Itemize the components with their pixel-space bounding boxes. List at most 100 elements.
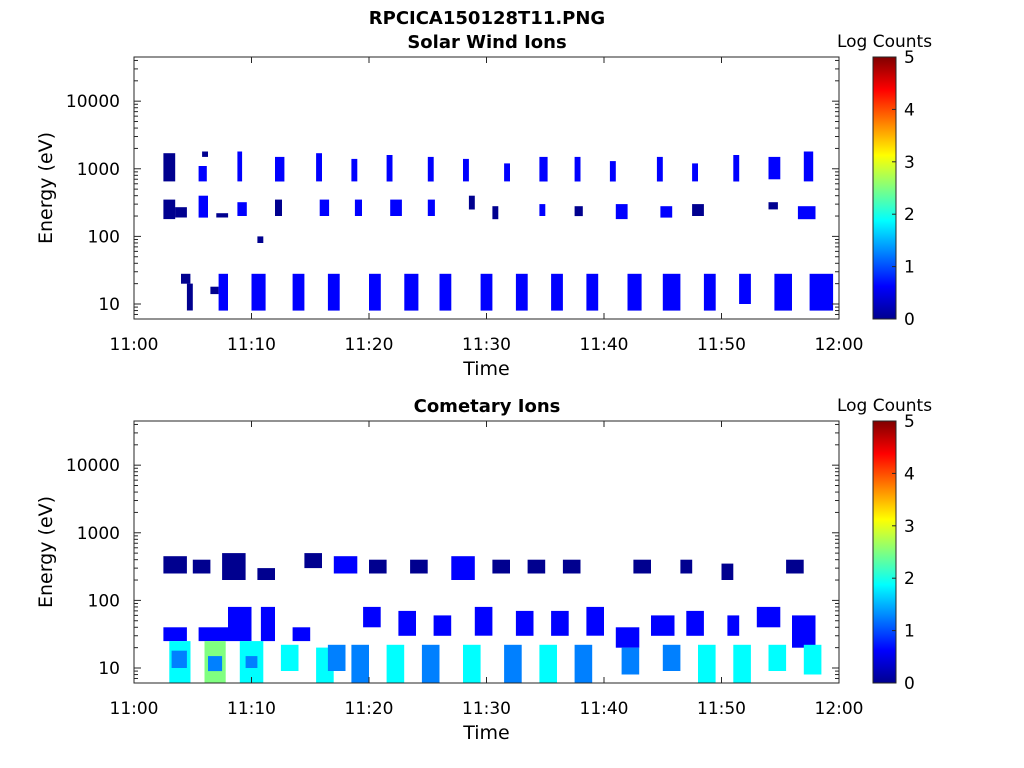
- x-tick-label: 11:50: [697, 335, 746, 355]
- panels: Solar Wind Ions 11:00 11:10 11:20 11:30 11:40…: [35, 32, 932, 744]
- y-tick-label: 10: [98, 659, 120, 679]
- heatmap-cell: [539, 644, 557, 683]
- x-tick-label: 11:40: [580, 335, 629, 355]
- heatmap-cell: [680, 559, 693, 574]
- heatmap-cell: [275, 199, 282, 216]
- heatmap-cell: [756, 606, 781, 628]
- x-tick-label: 11:20: [345, 335, 394, 355]
- heatmap-cell: [292, 273, 305, 311]
- heatmap-cell: [386, 155, 393, 182]
- heatmap-cell: [660, 206, 673, 218]
- heatmap-cell: [633, 559, 651, 574]
- heatmap-cell: [562, 559, 581, 574]
- heatmap-cell: [216, 213, 229, 218]
- colorbar-tick-label: 3: [904, 153, 915, 173]
- heatmap-cell: [163, 556, 187, 574]
- heatmap-cell: [621, 647, 640, 675]
- heatmap-cell: [774, 273, 792, 311]
- y-tick-label: 100: [88, 227, 120, 247]
- heatmap-cell: [539, 156, 548, 182]
- heatmap-cell: [198, 627, 228, 642]
- heatmap-cell: [651, 615, 675, 636]
- heatmap-cell: [175, 207, 187, 218]
- heatmap-cell: [163, 627, 187, 642]
- heatmap-cell: [163, 166, 176, 182]
- heatmap-cell: [474, 606, 493, 636]
- colorbar-tick-label: 5: [904, 412, 915, 432]
- heatmap-cell: [492, 206, 499, 220]
- heatmap-cell: [257, 236, 264, 243]
- y-tick-label: 10000: [66, 456, 120, 476]
- heatmap-cell: [202, 151, 208, 157]
- heatmap-cell: [768, 202, 778, 210]
- heatmap-cell: [316, 153, 322, 182]
- heatmap-cell: [451, 556, 475, 580]
- heatmap-cell: [228, 606, 252, 642]
- heatmap-cell: [433, 615, 452, 636]
- heatmap-cell: [574, 206, 583, 217]
- heatmap-cell: [210, 286, 219, 295]
- heatmap-cell: [733, 155, 740, 182]
- heatmap-cell: [386, 644, 405, 683]
- heatmap-cell: [218, 273, 228, 311]
- heatmap-cell: [351, 158, 358, 182]
- heatmap-cell: [410, 559, 428, 574]
- x-tick-label: 12:00: [815, 699, 864, 719]
- heatmap-cell: [427, 156, 434, 182]
- heatmap-cell: [574, 156, 581, 182]
- heatmap-cell: [686, 610, 704, 636]
- heatmap-cell: [327, 644, 346, 671]
- heatmap-cell: [208, 656, 223, 672]
- heatmap-cell: [615, 204, 628, 220]
- heatmap-cell: [171, 650, 187, 668]
- heatmap-cell: [237, 202, 247, 216]
- x-tick-label: 11:00: [110, 335, 159, 355]
- heatmap-cell: [439, 273, 452, 311]
- heatmap-cells: [163, 553, 822, 683]
- heatmap-cell: [369, 273, 381, 311]
- heatmap-cell: [421, 644, 440, 683]
- heatmap-cell: [260, 606, 275, 642]
- heatmap-cell: [351, 644, 369, 683]
- heatmap-cell: [480, 273, 493, 311]
- colorbar: [872, 56, 897, 320]
- panel-title: Cometary Ions: [414, 396, 561, 417]
- heatmap-cell: [186, 283, 193, 311]
- x-axis-label: Time: [462, 722, 510, 744]
- heatmap-cell: [527, 559, 546, 574]
- y-axis-label: Energy (eV): [35, 496, 57, 608]
- colorbar-tick-label: 1: [904, 622, 915, 642]
- colorbar-tick-label: 2: [904, 205, 915, 225]
- heatmap-cell: [198, 166, 207, 182]
- colorbar-tick-label: 4: [904, 464, 915, 484]
- heatmap-cell: [363, 606, 381, 628]
- heatmap-cell: [163, 153, 176, 166]
- heatmap-cell: [198, 195, 208, 218]
- heatmap-cell: [721, 563, 734, 580]
- colorbar-tick-label: 1: [904, 258, 915, 278]
- heatmap-cell: [504, 644, 522, 683]
- heatmap-cell: [615, 627, 640, 648]
- x-tick-label: 11:10: [227, 699, 276, 719]
- heatmap-cell: [739, 273, 751, 304]
- heatmap-cell: [539, 204, 546, 216]
- y-tick-label: 10: [98, 295, 120, 315]
- heatmap-cell: [574, 644, 593, 683]
- heatmap-cell: [786, 559, 804, 574]
- colorbar-tick-label: 0: [904, 674, 915, 694]
- heatmap-cell: [181, 273, 191, 284]
- colorbar-title: Log Counts: [837, 32, 932, 52]
- colorbar-title: Log Counts: [837, 396, 932, 416]
- figure-title: RPCICA150128T11.PNG: [369, 8, 605, 29]
- heatmap-cell: [222, 553, 246, 580]
- heatmap-cell: [492, 559, 510, 574]
- y-tick-label: 1000: [77, 524, 120, 544]
- heatmap-cell: [390, 199, 402, 216]
- heatmap-cell: [468, 195, 475, 210]
- heatmap-cell: [463, 644, 481, 683]
- colorbar-tick-label: 3: [904, 517, 915, 537]
- heatmap-cell: [727, 615, 740, 636]
- x-tick-label: 11:10: [227, 335, 276, 355]
- heatmap-cell: [627, 273, 642, 311]
